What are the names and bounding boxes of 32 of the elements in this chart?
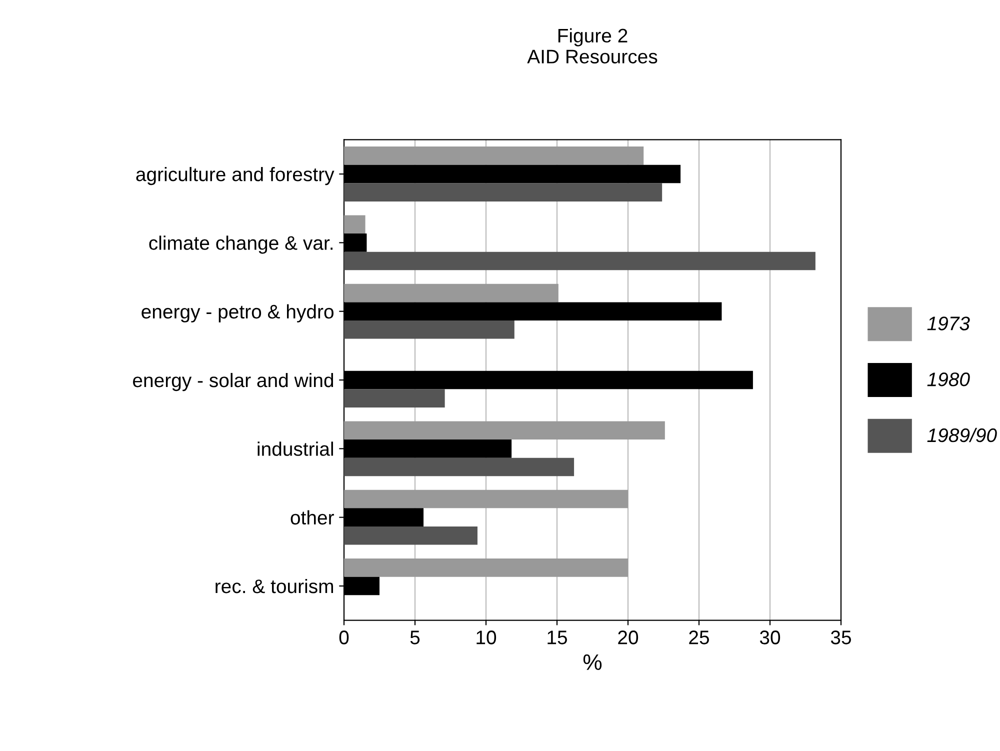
x-tick-label: 5	[410, 630, 420, 644]
x-tick-label: 35	[830, 630, 851, 644]
bar	[344, 252, 816, 270]
bar	[344, 320, 514, 339]
x-tick-label: 20	[618, 630, 638, 644]
x-axis-title: %	[583, 654, 602, 670]
bar	[344, 389, 445, 408]
legend-label: 1980	[927, 372, 970, 386]
x-tick-label: 15	[548, 630, 567, 644]
legend-label: 1989/90	[927, 428, 997, 442]
y-tick-label: energy - petro & hydro	[142, 304, 334, 322]
y-tick-label: agriculture and forestry	[136, 166, 334, 186]
x-tick-label: 10	[476, 630, 496, 644]
bar	[344, 215, 366, 234]
bar	[344, 558, 628, 577]
bar	[344, 284, 558, 302]
bar	[344, 146, 644, 165]
bar	[344, 526, 478, 545]
legend-label: 1973	[927, 316, 970, 330]
y-tick-label: energy - solar and wind	[133, 372, 334, 392]
bar	[344, 490, 628, 508]
chart-title: Figure 2 AID Resources	[527, 28, 658, 64]
y-tick-label: industrial	[258, 442, 333, 456]
x-tick-label: 25	[689, 630, 709, 644]
x-tick-label: 30	[760, 630, 780, 644]
bar	[344, 183, 662, 202]
x-tick-label: 0	[339, 630, 349, 644]
bar	[344, 421, 665, 440]
bar	[344, 458, 574, 476]
y-tick-label: other	[290, 510, 334, 525]
y-tick-label: rec. & tourism	[216, 578, 333, 594]
y-tick-label: climate change & var.	[149, 236, 333, 254]
